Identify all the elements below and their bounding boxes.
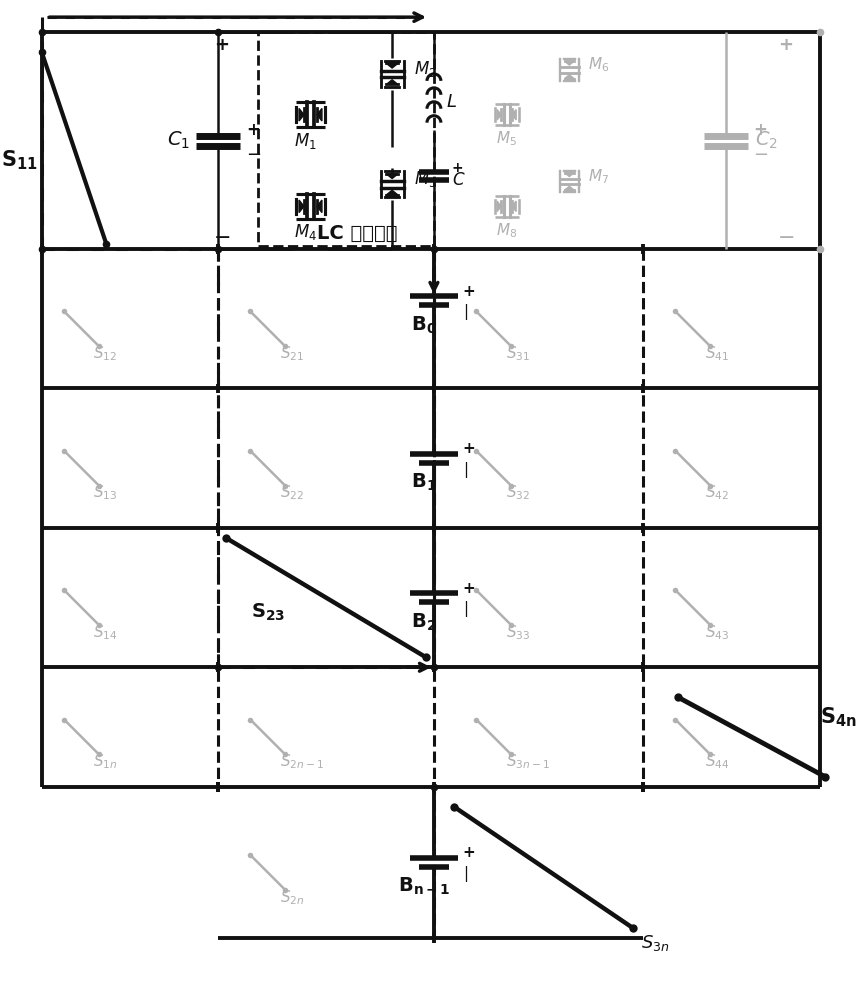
Text: $\mathit{M}_4$: $\mathit{M}_4$	[294, 222, 317, 242]
Text: LC 谐振变据: LC 谐振变据	[317, 224, 398, 243]
Text: $\mathbf{B_{n-1}}$: $\mathbf{B_{n-1}}$	[398, 876, 450, 897]
Text: $-$: $-$	[777, 226, 794, 246]
Text: $S_{2n}$: $S_{2n}$	[279, 888, 304, 907]
Text: $S_{3n}$: $S_{3n}$	[641, 933, 670, 953]
Text: $S_{2n-1}$: $S_{2n-1}$	[279, 752, 324, 771]
Text: $S_{14}$: $S_{14}$	[93, 623, 118, 642]
Text: $\mathit{M}_7$: $\mathit{M}_7$	[588, 167, 609, 186]
Text: +: +	[753, 121, 767, 139]
Text: $\mathit{M}_2$: $\mathit{M}_2$	[414, 59, 437, 79]
Text: $S_{3n-1}$: $S_{3n-1}$	[506, 752, 549, 771]
Polygon shape	[497, 201, 501, 212]
Text: $\mathit{M}_5$: $\mathit{M}_5$	[497, 129, 517, 148]
Text: $-$: $-$	[214, 226, 230, 246]
Text: +: +	[246, 121, 260, 139]
Text: $\mathbf{B_2}$: $\mathbf{B_2}$	[411, 611, 437, 633]
Text: $\mathit{L}$: $\mathit{L}$	[445, 93, 457, 111]
Text: $\mathbf{B_1}$: $\mathbf{B_1}$	[411, 472, 437, 493]
Text: |: |	[463, 304, 468, 320]
Text: $\mathit{M}_1$: $\mathit{M}_1$	[294, 131, 317, 151]
Text: $\mathit{C}$: $\mathit{C}$	[452, 171, 465, 189]
Text: |: |	[463, 866, 468, 882]
Text: $S_{33}$: $S_{33}$	[506, 623, 530, 642]
Text: $\mathit{M}_6$: $\mathit{M}_6$	[588, 56, 610, 74]
Text: $\mathbf{S_{4n}}$: $\mathbf{S_{4n}}$	[820, 705, 857, 729]
Text: $\mathit{M}_8$: $\mathit{M}_8$	[496, 221, 517, 240]
Polygon shape	[317, 108, 322, 121]
Polygon shape	[387, 80, 398, 84]
Text: $\mathit{C}_2$: $\mathit{C}_2$	[755, 130, 778, 151]
Text: $\mathbf{S_{23}}$: $\mathbf{S_{23}}$	[251, 602, 285, 623]
Text: +: +	[463, 581, 476, 596]
Polygon shape	[387, 63, 398, 68]
Polygon shape	[317, 200, 322, 213]
Text: $-$: $-$	[246, 144, 261, 162]
Text: $S_{21}$: $S_{21}$	[279, 344, 304, 363]
Text: $S_{43}$: $S_{43}$	[705, 623, 729, 642]
Polygon shape	[512, 109, 516, 120]
Text: $S_{41}$: $S_{41}$	[705, 344, 729, 363]
Text: $\mathbf{S_{11}}$: $\mathbf{S_{11}}$	[2, 149, 38, 172]
Text: +: +	[215, 36, 229, 54]
Polygon shape	[387, 174, 398, 179]
Text: $S_{22}$: $S_{22}$	[279, 484, 304, 502]
Polygon shape	[512, 201, 516, 212]
Polygon shape	[299, 108, 304, 121]
Text: |: |	[463, 601, 468, 617]
Polygon shape	[565, 186, 574, 190]
Text: $S_{31}$: $S_{31}$	[506, 344, 529, 363]
Text: |: |	[463, 462, 468, 478]
Text: $S_{32}$: $S_{32}$	[506, 484, 529, 502]
Text: $\mathit{C}_1$: $\mathit{C}_1$	[167, 130, 190, 151]
Text: +: +	[463, 441, 476, 456]
Text: $\mathbf{B_0}$: $\mathbf{B_0}$	[411, 315, 437, 336]
Text: $S_{44}$: $S_{44}$	[705, 752, 729, 771]
Polygon shape	[565, 173, 574, 177]
Text: +: +	[452, 161, 464, 175]
Text: +: +	[778, 36, 793, 54]
Text: $S_{1n}$: $S_{1n}$	[93, 752, 118, 771]
Text: $S_{13}$: $S_{13}$	[93, 484, 118, 502]
Polygon shape	[497, 109, 501, 120]
Text: $S_{12}$: $S_{12}$	[93, 344, 118, 363]
Text: $-$: $-$	[753, 144, 769, 162]
Polygon shape	[299, 200, 304, 213]
Text: $\mathit{M}_3$: $\mathit{M}_3$	[414, 169, 437, 189]
Polygon shape	[565, 61, 574, 65]
Text: +: +	[463, 284, 476, 299]
Text: +: +	[463, 845, 476, 860]
Polygon shape	[565, 75, 574, 79]
Polygon shape	[387, 190, 398, 195]
Text: $S_{42}$: $S_{42}$	[705, 484, 729, 502]
